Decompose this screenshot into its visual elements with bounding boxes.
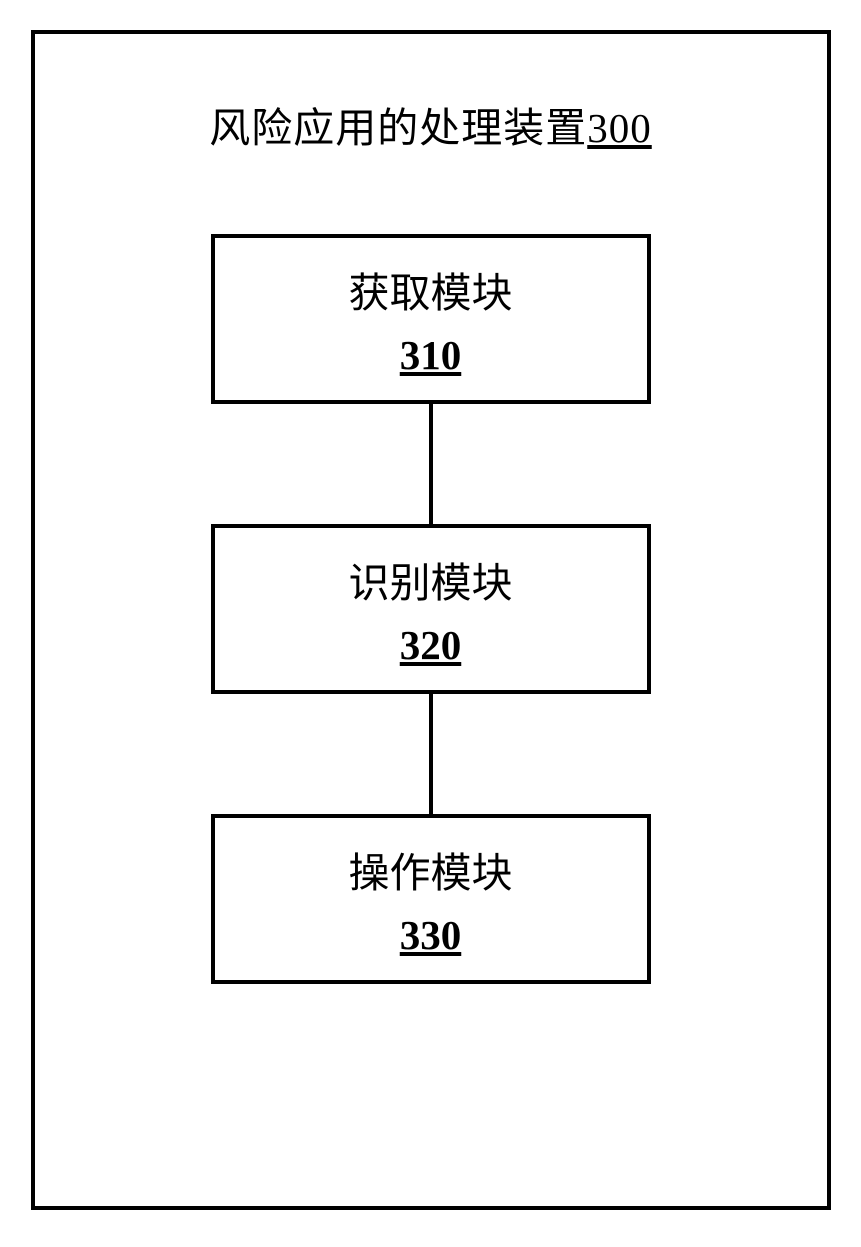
module-number: 310 (400, 331, 462, 379)
module-box-acquire: 获取模块 310 (211, 234, 651, 404)
module-box-identify: 识别模块 320 (211, 524, 651, 694)
title-text: 风险应用的处理装置 (209, 105, 587, 151)
module-label: 识别模块 (349, 549, 513, 609)
title-number: 300 (587, 105, 652, 151)
module-number: 330 (400, 911, 462, 959)
module-label: 操作模块 (349, 839, 513, 899)
module-box-operate: 操作模块 330 (211, 814, 651, 984)
connector-line (429, 404, 433, 524)
diagram-title: 风险应用的处理装置300 (209, 94, 652, 154)
module-number: 320 (400, 621, 462, 669)
diagram-container: 风险应用的处理装置300 获取模块 310 识别模块 320 操作模块 330 (31, 30, 831, 1210)
connector-line (429, 694, 433, 814)
module-label: 获取模块 (349, 259, 513, 319)
